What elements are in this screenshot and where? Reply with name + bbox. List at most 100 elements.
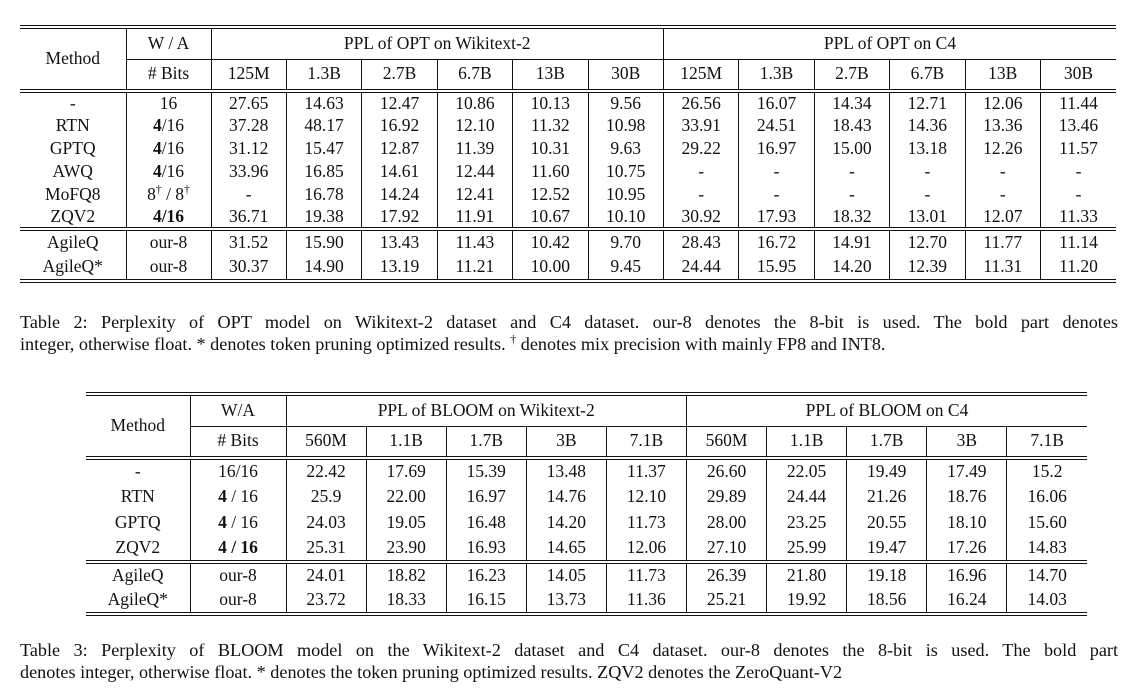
cell-ppl-value: 29.22	[662, 137, 739, 160]
table-row: RTN 4 / 16 25.9 22.00 16.97 14.76 12.10 29.89 24…	[86, 484, 1087, 510]
table-row: GPTQ 4/16 31.12 15.47 12.87 11.39 10.31 9.63 29.…	[20, 137, 1116, 160]
col-header-method: Method	[110, 415, 165, 436]
cell-ppl-value: -	[1039, 183, 1116, 206]
cell-ppl-value: 9.70	[587, 229, 664, 255]
cell-ppl-value: 15.39	[445, 458, 527, 484]
cell-wa-bits: 8† / 8†	[125, 183, 211, 206]
cell-ppl-value: 11.37	[605, 458, 687, 484]
cell-method: AgileQ*	[42, 256, 103, 277]
cell-ppl-value: 10.98	[587, 114, 664, 137]
cell-method: ZQV2	[115, 537, 161, 558]
cell-ppl-value: 17.69	[365, 458, 447, 484]
cell-ppl-value: 13.46	[1039, 114, 1116, 137]
cell-ppl-value: 16.93	[445, 536, 527, 562]
cell-ppl-value: 14.24	[361, 183, 438, 206]
cell-ppl-value: 16.97	[738, 137, 815, 160]
col-header-model-size: 3B	[926, 426, 1007, 458]
cell-ppl-value: 13.01	[889, 206, 966, 229]
cell-ppl-value: 16.24	[926, 588, 1007, 614]
col-header-model-size: 1.7B	[445, 426, 527, 458]
table-bloom-perplexity: Method W/A PPL of BLOOM on Wikitext-2 PPL o…	[86, 392, 1087, 616]
table-row: AgileQ* our-8 23.72 18.33 16.15 13.73 11.36 25.…	[86, 588, 1087, 614]
cell-ppl-value: 12.87	[361, 137, 438, 160]
cell-method: RTN	[55, 114, 90, 135]
cell-ppl-value: 19.18	[846, 562, 927, 588]
table-header: Method W / A PPL of OPT on Wikitext-2 PPL o…	[20, 27, 1116, 91]
cell-ppl-value: 13.18	[889, 137, 966, 160]
cell-ppl-value: 23.25	[766, 510, 847, 536]
col-header-model-size: 1.3B	[285, 59, 362, 91]
cell-ppl-value: 12.10	[605, 484, 687, 510]
cell-ppl-value: 10.86	[436, 91, 513, 114]
cell-ppl-value: 10.67	[512, 206, 589, 229]
cell-ppl-value: 21.80	[766, 562, 847, 588]
cell-ppl-value: 14.76	[525, 484, 607, 510]
cell-wa-bits: 16	[125, 91, 211, 114]
cell-ppl-value: 11.91	[436, 206, 513, 229]
cell-ppl-value: 16.48	[445, 510, 527, 536]
cell-ppl-value: 24.44	[662, 255, 739, 281]
cell-ppl-value: 11.43	[436, 229, 513, 255]
cell-ppl-value: 11.14	[1039, 229, 1116, 255]
col-header-model-size: 2.7B	[813, 59, 890, 91]
col-header-model-size: 125M	[210, 59, 287, 91]
cell-ppl-value: 14.70	[1006, 562, 1087, 588]
cell-method: AgileQ*	[107, 589, 168, 610]
col-header-bits: # Bits	[189, 426, 286, 458]
cell-ppl-value: 19.05	[365, 510, 447, 536]
table-row: GPTQ 4 / 16 24.03 19.05 16.48 14.20 11.73 28.00…	[86, 510, 1087, 536]
col-header-bits: # Bits	[125, 59, 211, 91]
cell-ppl-value: 24.51	[738, 114, 815, 137]
table-row: AWQ 4/16 33.96 16.85 14.61 12.44 11.60 10.75- - -…	[20, 160, 1116, 183]
cell-ppl-value: -	[738, 160, 815, 183]
cell-ppl-value: -	[889, 160, 966, 183]
table-row: AgileQ* our-8 30.37 14.90 13.19 11.21 10.00 9.4…	[20, 255, 1116, 281]
cell-ppl-value: -	[964, 160, 1041, 183]
col-header-model-size: 30B	[1039, 59, 1116, 91]
cell-ppl-value: -	[662, 160, 739, 183]
cell-ppl-value: 18.10	[926, 510, 1007, 536]
cell-ppl-value: 13.48	[525, 458, 607, 484]
cell-ppl-value: 27.65	[210, 91, 287, 114]
col-header-model-size: 125M	[662, 59, 739, 91]
group-header-c4: PPL of BLOOM on C4	[685, 394, 1087, 427]
table-row: ZQV2 4 / 16 25.31 23.90 16.93 14.65 12.06 27.10…	[86, 536, 1087, 562]
cell-ppl-value: 12.71	[889, 91, 966, 114]
cell-ppl-value: 14.61	[361, 160, 438, 183]
header-row-sizes: # Bits 125M 1.3B 2.7B 6.7B 13B 30B 125M 1.3B 2.7B…	[20, 59, 1116, 91]
cell-ppl-value: 10.13	[512, 91, 589, 114]
cell-ppl-value: 11.39	[436, 137, 513, 160]
cell-ppl-value: 23.90	[365, 536, 447, 562]
cell-ppl-value: 15.95	[738, 255, 815, 281]
table-row: - 16 27.65 14.63 12.47 10.86 10.13 9.56 26.56 16.…	[20, 91, 1116, 114]
cell-ppl-value: 18.43	[813, 114, 890, 137]
cell-wa-bits: 4/16	[125, 137, 211, 160]
col-header-model-size: 13B	[512, 59, 589, 91]
cell-ppl-value: 20.55	[846, 510, 927, 536]
cell-ppl-value: 15.60	[1006, 510, 1087, 536]
col-header-model-size: 30B	[587, 59, 664, 91]
cell-ppl-value: 19.38	[285, 206, 362, 229]
cell-ppl-value: 13.43	[361, 229, 438, 255]
group-header-wikitext: PPL of BLOOM on Wikitext-2	[285, 394, 687, 427]
cell-ppl-value: 12.39	[889, 255, 966, 281]
baselines-section: -16/16 22.42 17.69 15.39 13.48 11.37 26.60 22.0…	[86, 458, 1087, 562]
col-header-model-size: 560M	[285, 426, 367, 458]
cell-ppl-value: 14.36	[889, 114, 966, 137]
cell-ppl-value: 14.03	[1006, 588, 1087, 614]
cell-ppl-value: 15.2	[1006, 458, 1087, 484]
cell-ppl-value: 37.28	[210, 114, 287, 137]
cell-ppl-value: 25.21	[685, 588, 767, 614]
cell-ppl-value: 11.31	[964, 255, 1041, 281]
cell-ppl-value: 16.72	[738, 229, 815, 255]
cell-ppl-value: 24.01	[285, 562, 367, 588]
cell-ppl-value: 15.90	[285, 229, 362, 255]
cell-ppl-value: 18.32	[813, 206, 890, 229]
cell-ppl-value: 26.56	[662, 91, 739, 114]
group-header-c4: PPL of OPT on C4	[662, 27, 1116, 60]
cell-ppl-value: -	[964, 183, 1041, 206]
table-row: AgileQ our-8 31.52 15.90 13.43 11.43 10.42 9.70…	[20, 229, 1116, 255]
cell-ppl-value: 26.60	[685, 458, 767, 484]
cell-ppl-value: -	[738, 183, 815, 206]
header-row-groups: Method W/A PPL of BLOOM on Wikitext-2 PPL o…	[86, 394, 1087, 435]
